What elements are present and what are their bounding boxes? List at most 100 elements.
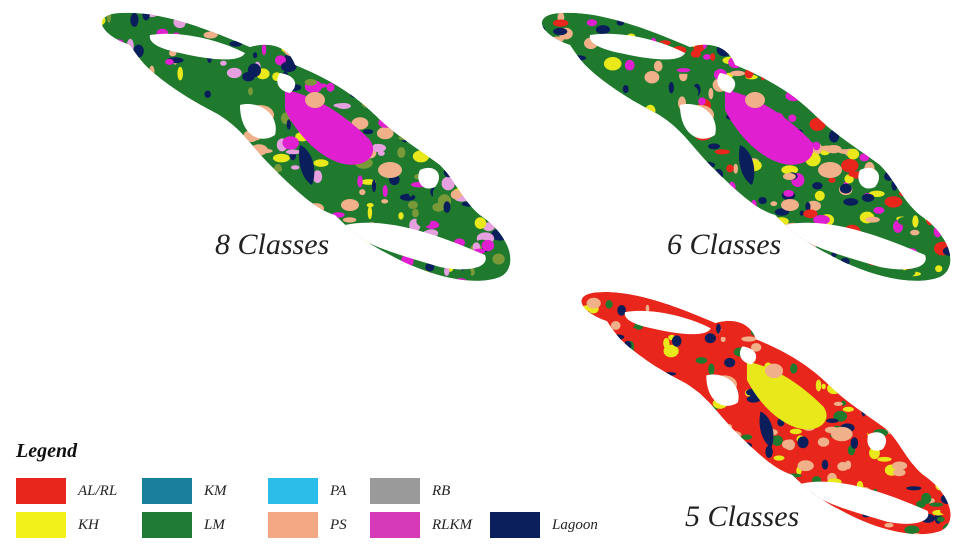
map-patch (135, 216, 148, 226)
map-patch (416, 215, 431, 227)
map-patch (506, 223, 511, 228)
map-patch (343, 285, 349, 292)
map-patch (544, 277, 558, 281)
map-patch (621, 431, 630, 445)
map-patch (605, 300, 613, 309)
map-patch (285, 149, 301, 155)
map-patch (450, 189, 462, 200)
map-patch (492, 78, 506, 86)
map-patch (571, 55, 587, 61)
map-patch (929, 34, 943, 42)
map-patch (228, 215, 238, 222)
map-patch (194, 251, 211, 265)
map-patch (232, 12, 238, 13)
map-patch (649, 233, 662, 239)
map-patch (173, 280, 189, 281)
map-patch (827, 396, 834, 402)
map-patch (704, 333, 716, 344)
map-patch (802, 293, 813, 306)
map-patch (720, 464, 729, 474)
map-patch (628, 157, 639, 165)
map-patch (501, 42, 511, 49)
map-patch (323, 275, 330, 281)
map-patch (101, 14, 106, 27)
map-patch (704, 536, 716, 547)
map-patch (868, 535, 878, 539)
map-patch (471, 101, 479, 110)
map-patch (572, 253, 589, 260)
map-patch (544, 48, 557, 60)
map-patch (666, 538, 677, 547)
map-patch (810, 267, 816, 281)
map-patch (486, 30, 505, 43)
map-patch (626, 434, 641, 440)
map-patch (458, 103, 474, 112)
map-patch (312, 170, 323, 184)
map-patch (891, 179, 898, 191)
map-patch (572, 310, 578, 321)
map-patch (772, 330, 778, 338)
map-patch (162, 84, 169, 89)
map-patch (90, 165, 94, 176)
map-island (345, 222, 486, 270)
map-patch (546, 205, 556, 218)
map-patch (331, 289, 338, 295)
map-patch (887, 403, 897, 414)
legend-item-kh: KH (16, 512, 99, 538)
map-patch (924, 211, 930, 221)
map-patch (928, 325, 936, 334)
map-patch (949, 238, 951, 250)
map-patch (936, 361, 945, 373)
map-patch (541, 251, 544, 264)
map-patch (817, 437, 830, 447)
map-patch (128, 266, 144, 271)
map-patch (843, 56, 856, 63)
map-patch (116, 197, 124, 205)
map-region-sand (818, 162, 842, 178)
map-patch (911, 404, 920, 412)
map-patch (226, 67, 242, 79)
map-patch (841, 158, 859, 173)
map-patch (184, 21, 198, 32)
map-patch (692, 33, 707, 46)
map-patch (622, 152, 634, 166)
map-patch (925, 42, 940, 49)
map-patch (767, 294, 776, 307)
map-patch (909, 344, 917, 351)
map-patch (135, 208, 149, 219)
map-patch (663, 372, 677, 376)
map-patch (879, 291, 892, 293)
map-patch (915, 334, 927, 339)
map-patch (203, 132, 220, 146)
map-patch (627, 367, 642, 372)
map-patch (651, 93, 668, 106)
map-patch (135, 67, 146, 74)
map-patch (128, 277, 138, 281)
map-5-classes-graphic (572, 291, 951, 547)
map-patch (269, 279, 281, 281)
map-patch (884, 531, 898, 535)
map-patch (443, 201, 451, 213)
map-patch (690, 34, 697, 47)
map-patch (343, 268, 351, 275)
map-patch (812, 528, 826, 535)
map-patch (392, 72, 401, 79)
map-patch (162, 249, 175, 254)
map-patch (581, 337, 584, 348)
map-patch (861, 35, 873, 40)
map-patch (361, 39, 367, 45)
map-patch (730, 70, 745, 77)
map-patch (815, 379, 822, 392)
map-patch (618, 202, 634, 213)
map-patch (132, 184, 138, 190)
map-patch (594, 206, 611, 212)
map-patch (754, 483, 770, 493)
map-patch (263, 192, 268, 206)
map-patch (845, 310, 856, 322)
map-patch (596, 158, 602, 167)
map-patch (771, 338, 777, 347)
map-patch (844, 386, 854, 397)
map-patch (884, 46, 901, 56)
map-patch (781, 7, 796, 12)
map-patch (399, 288, 407, 295)
